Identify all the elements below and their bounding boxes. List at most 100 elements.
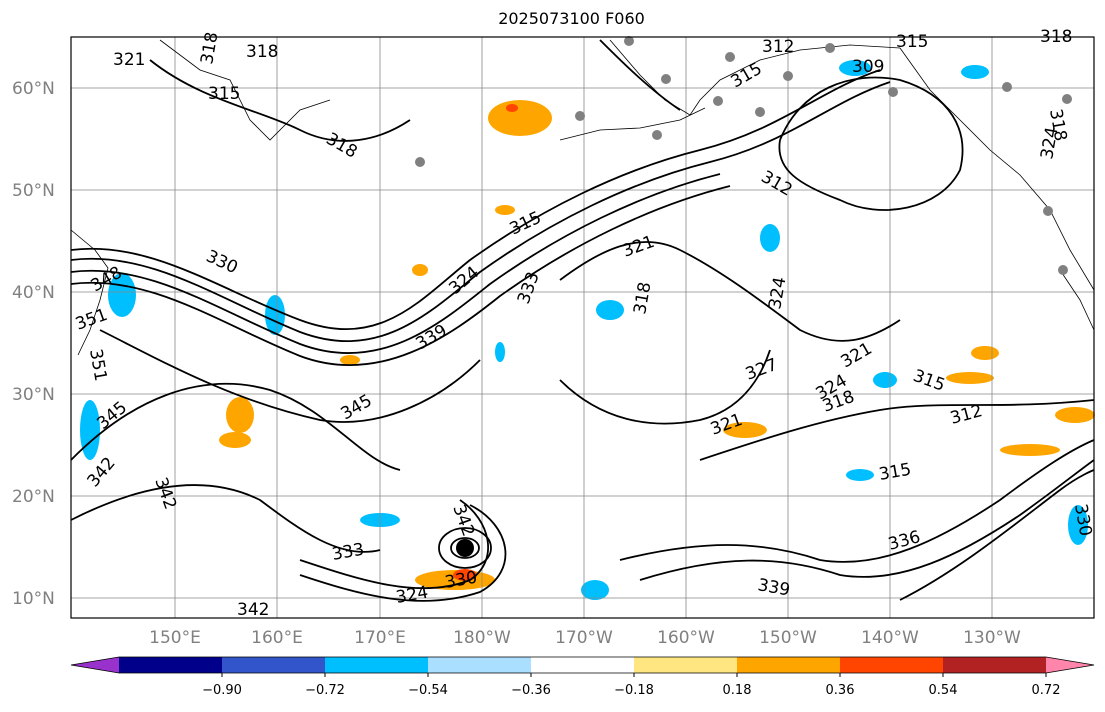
contour-line [619,439,1095,563]
positive-shade [495,205,515,215]
negative-shade [760,224,780,252]
colorbar-tick-label: −0.90 [202,683,242,698]
lon-label-150w: 150°W [759,628,817,648]
contours [70,39,1095,602]
negative-shade [596,300,624,320]
contour-label: 315 [208,84,240,104]
contour-line [778,76,964,211]
station-dot [725,52,735,62]
negative-shade [839,60,871,76]
lon-label-170e: 170°E [354,628,406,648]
station-dot [624,36,634,46]
contour-line [559,349,771,425]
positive-shade [971,346,999,360]
station-dot [661,74,671,84]
contour-line [70,173,721,354]
positive-shade [219,432,251,448]
lon-label-170w: 170°W [555,628,613,648]
storm-center-marker [456,539,474,557]
contour-line [438,527,492,569]
station-dot [415,157,425,167]
colorbar-segment [531,657,635,673]
lat-label-10n: 10°N [12,589,55,609]
station-dot [1062,94,1072,104]
negative-shade [581,580,609,600]
negative-shade [495,342,505,362]
contour-label: 321 [113,50,145,70]
colorbar-segment [737,657,841,673]
negative-shade [961,65,989,79]
contour-line [70,69,881,331]
colorbar-segment [840,657,944,673]
map-title: 2025073100 F060 [498,9,645,28]
colorbar-tick-label: −0.72 [305,683,345,698]
station-dot [783,71,793,81]
contour-line [599,39,681,111]
positive-shade [946,372,994,384]
lon-label-140w: 140°W [861,628,919,648]
negative-shade [80,400,100,460]
station-dot [575,111,585,121]
positive-shade [226,397,254,433]
colorbar-segment [325,657,429,673]
negative-shade [265,295,285,335]
lon-label-180w: 180°W [453,628,511,648]
colorbar-extend-min [71,657,119,673]
latitude-labels: 60°N 50°N 40°N 30°N 20°N 10°N [12,79,55,609]
contour-label: 342 [237,600,269,620]
contour-line [70,484,381,553]
negative-shade [1068,505,1088,545]
station-dot [713,96,723,106]
station-dot [652,130,662,140]
negative-shade [873,372,897,388]
contour-line [70,382,401,471]
contour-line [639,459,1095,581]
map-panel: 321 318 318 315 318 312 315 309 315 318 … [70,27,1095,620]
station-dot [755,107,765,117]
contour-label: 315 [896,32,928,52]
colorbar-tick-label: 0.18 [723,683,752,698]
lon-label-160w: 160°W [657,628,715,648]
colorbar-tick-label: −0.54 [408,683,448,698]
graticule [71,37,1094,618]
station-dot [825,43,835,53]
contour-line [450,537,480,559]
colorbar-tick-label: 0.72 [1032,683,1061,698]
lon-label-160e: 160°E [251,628,303,648]
colorbar-tick-label: 0.54 [929,683,958,698]
colorbar-segment [634,657,738,673]
positive-shade [506,104,518,112]
station-dot [1058,265,1068,275]
colorbar: −0.90 −0.72 −0.54 −0.36 −0.18 0.18 0.36 0.54 0.7… [70,656,1095,698]
lon-label-150e: 150°E [149,628,201,648]
station-dot [888,87,898,97]
colorbar-tick-label: −0.18 [614,683,654,698]
contour-line [149,59,411,142]
lat-label-50n: 50°N [12,181,55,201]
contour-label: 312 [762,37,794,57]
lat-label-40n: 40°N [12,283,55,303]
contour-line [699,399,1095,461]
contour-line [299,504,507,602]
map-frame [70,36,1095,619]
contour-label: 309 [852,57,884,77]
colorbar-tick-label: −0.36 [511,683,551,698]
colorbar-extend-max [1046,657,1094,673]
colorbar-segment [943,657,1047,673]
station-dot [1002,82,1012,92]
contour-line [70,81,891,343]
positive-shade [412,264,428,276]
contour-line [899,469,1095,601]
longitude-labels: 150°E 160°E 170°E 180°W 170°W 160°W 150°… [149,628,1021,648]
lat-label-30n: 30°N [12,385,55,405]
colorbar-tick-label: 0.36 [826,683,855,698]
shaded-regions [80,60,1095,600]
positive-shade [723,422,767,438]
colorbar-segment [428,657,532,673]
contour-label: 318 [246,42,278,62]
colorbar-outline [70,656,1095,674]
positive-shade [488,100,552,136]
contour-line [559,241,901,342]
contour-line [299,499,489,590]
station-dot [1043,206,1053,216]
